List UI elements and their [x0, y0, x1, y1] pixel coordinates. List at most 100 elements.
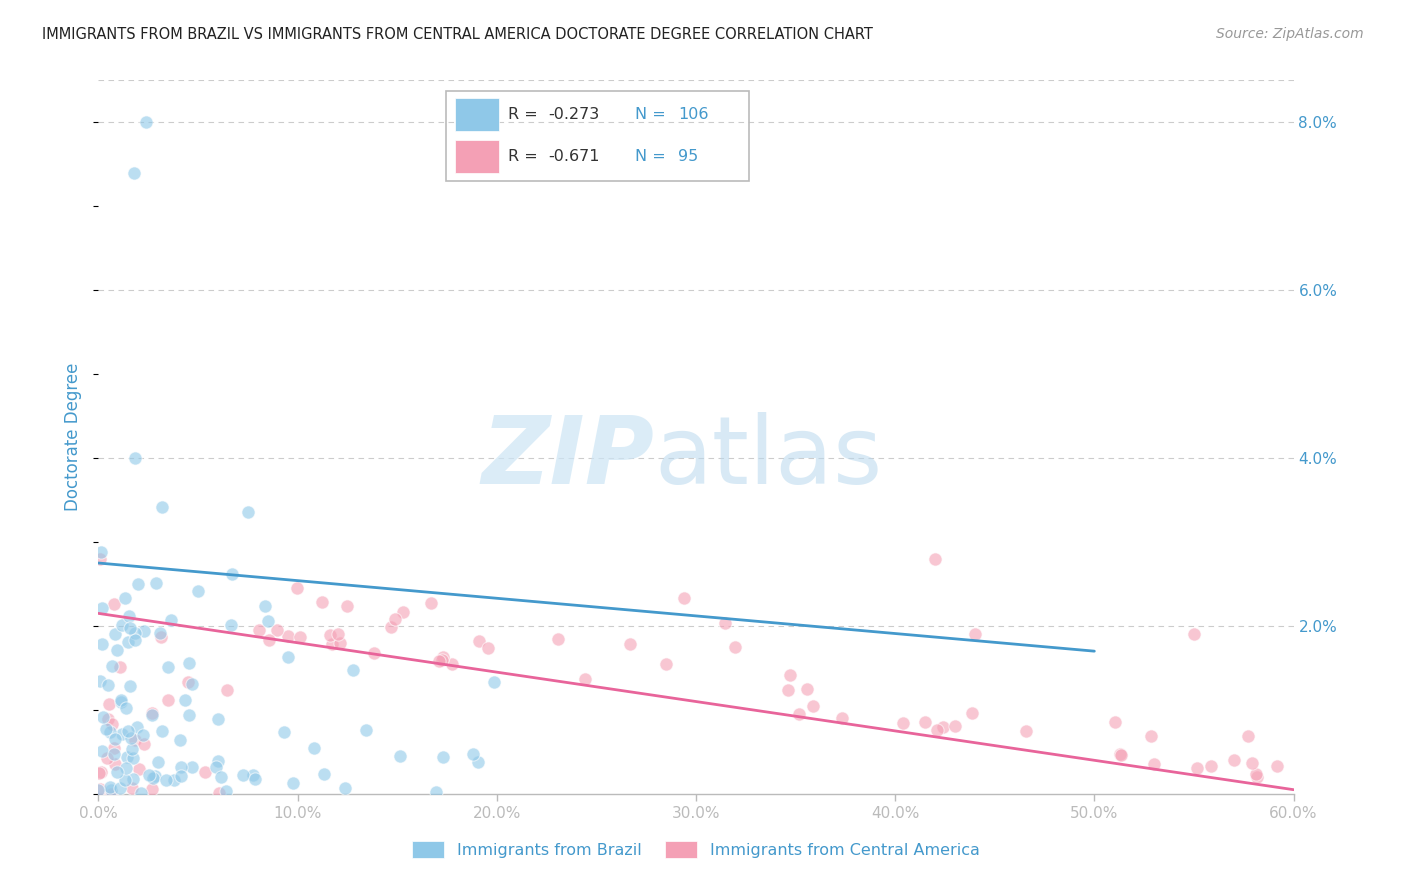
Point [427, 653, 450, 667]
Point [115, 700, 138, 714]
Point [440, 657, 463, 672]
Point [124, 626, 146, 640]
Point [321, 638, 343, 652]
Point [105, 764, 128, 779]
Point [114, 761, 136, 775]
Point [273, 725, 295, 739]
Point [177, 656, 200, 670]
Point [104, 757, 127, 772]
Point [104, 626, 127, 640]
Point [430, 653, 453, 667]
Point [143, 769, 166, 783]
Point [100, 787, 122, 801]
Point [314, 767, 336, 781]
Text: atlas: atlas [654, 412, 883, 505]
Point [111, 727, 134, 741]
Text: 95: 95 [678, 149, 699, 164]
Point [574, 672, 596, 686]
Point [302, 741, 325, 756]
Point [174, 693, 197, 707]
Point [100, 659, 122, 673]
Bar [456, 97, 499, 131]
Point [134, 624, 156, 639]
Point [1015, 724, 1038, 739]
Text: R =: R = [508, 149, 543, 164]
Point [103, 731, 125, 746]
Point [619, 637, 641, 651]
Point [1223, 753, 1246, 767]
Point [103, 747, 125, 762]
Point [91, 601, 114, 615]
Point [98, 780, 121, 794]
Point [179, 707, 201, 722]
Point [389, 749, 412, 764]
Text: -0.671: -0.671 [548, 149, 599, 164]
Point [207, 713, 229, 727]
Point [384, 612, 406, 626]
Point [129, 786, 152, 800]
Point [128, 763, 150, 777]
Point [110, 618, 132, 632]
Point [891, 715, 914, 730]
Point [141, 781, 163, 796]
Point [120, 731, 142, 745]
Point [724, 640, 747, 654]
Point [266, 623, 288, 637]
Point [156, 659, 179, 673]
Point [108, 660, 131, 674]
Y-axis label: Doctorate Degree: Doctorate Degree [65, 363, 83, 511]
Point [87, 765, 110, 780]
Point [232, 768, 254, 782]
Point [91, 744, 114, 758]
Text: R =: R = [508, 107, 543, 122]
Point [124, 166, 146, 180]
Point [205, 760, 228, 774]
Point [100, 724, 122, 739]
Point [110, 695, 132, 709]
Point [152, 724, 174, 739]
Point [1241, 756, 1264, 770]
Point [1265, 758, 1288, 772]
Point [103, 740, 125, 755]
Point [1104, 714, 1126, 729]
Point [134, 738, 156, 752]
Point [135, 115, 157, 129]
Text: N =: N = [634, 149, 671, 164]
Point [124, 451, 146, 466]
Point [118, 679, 141, 693]
Point [118, 609, 141, 624]
Point [122, 751, 145, 765]
Point [392, 605, 415, 619]
Point [215, 784, 238, 798]
Point [97, 712, 120, 726]
Point [117, 724, 139, 739]
Point [208, 786, 231, 800]
Point [163, 772, 186, 787]
Point [924, 551, 946, 566]
Point [125, 720, 148, 734]
Point [181, 676, 204, 690]
Point [91, 710, 114, 724]
Point [319, 628, 342, 642]
Point [288, 630, 311, 644]
Point [380, 619, 402, 633]
Point [120, 621, 142, 635]
Point [122, 772, 145, 786]
Point [155, 772, 177, 787]
Point [342, 663, 364, 677]
Point [326, 627, 349, 641]
Point [932, 720, 955, 734]
Point [1140, 729, 1163, 743]
Point [831, 710, 853, 724]
Point [432, 750, 454, 764]
Point [363, 647, 385, 661]
Text: N =: N = [634, 107, 671, 122]
Point [236, 505, 259, 519]
Point [1182, 627, 1205, 641]
Point [943, 719, 966, 733]
Point [96, 751, 118, 765]
Point [963, 627, 986, 641]
Point [477, 641, 499, 656]
Point [329, 635, 352, 649]
Point [90, 637, 112, 651]
